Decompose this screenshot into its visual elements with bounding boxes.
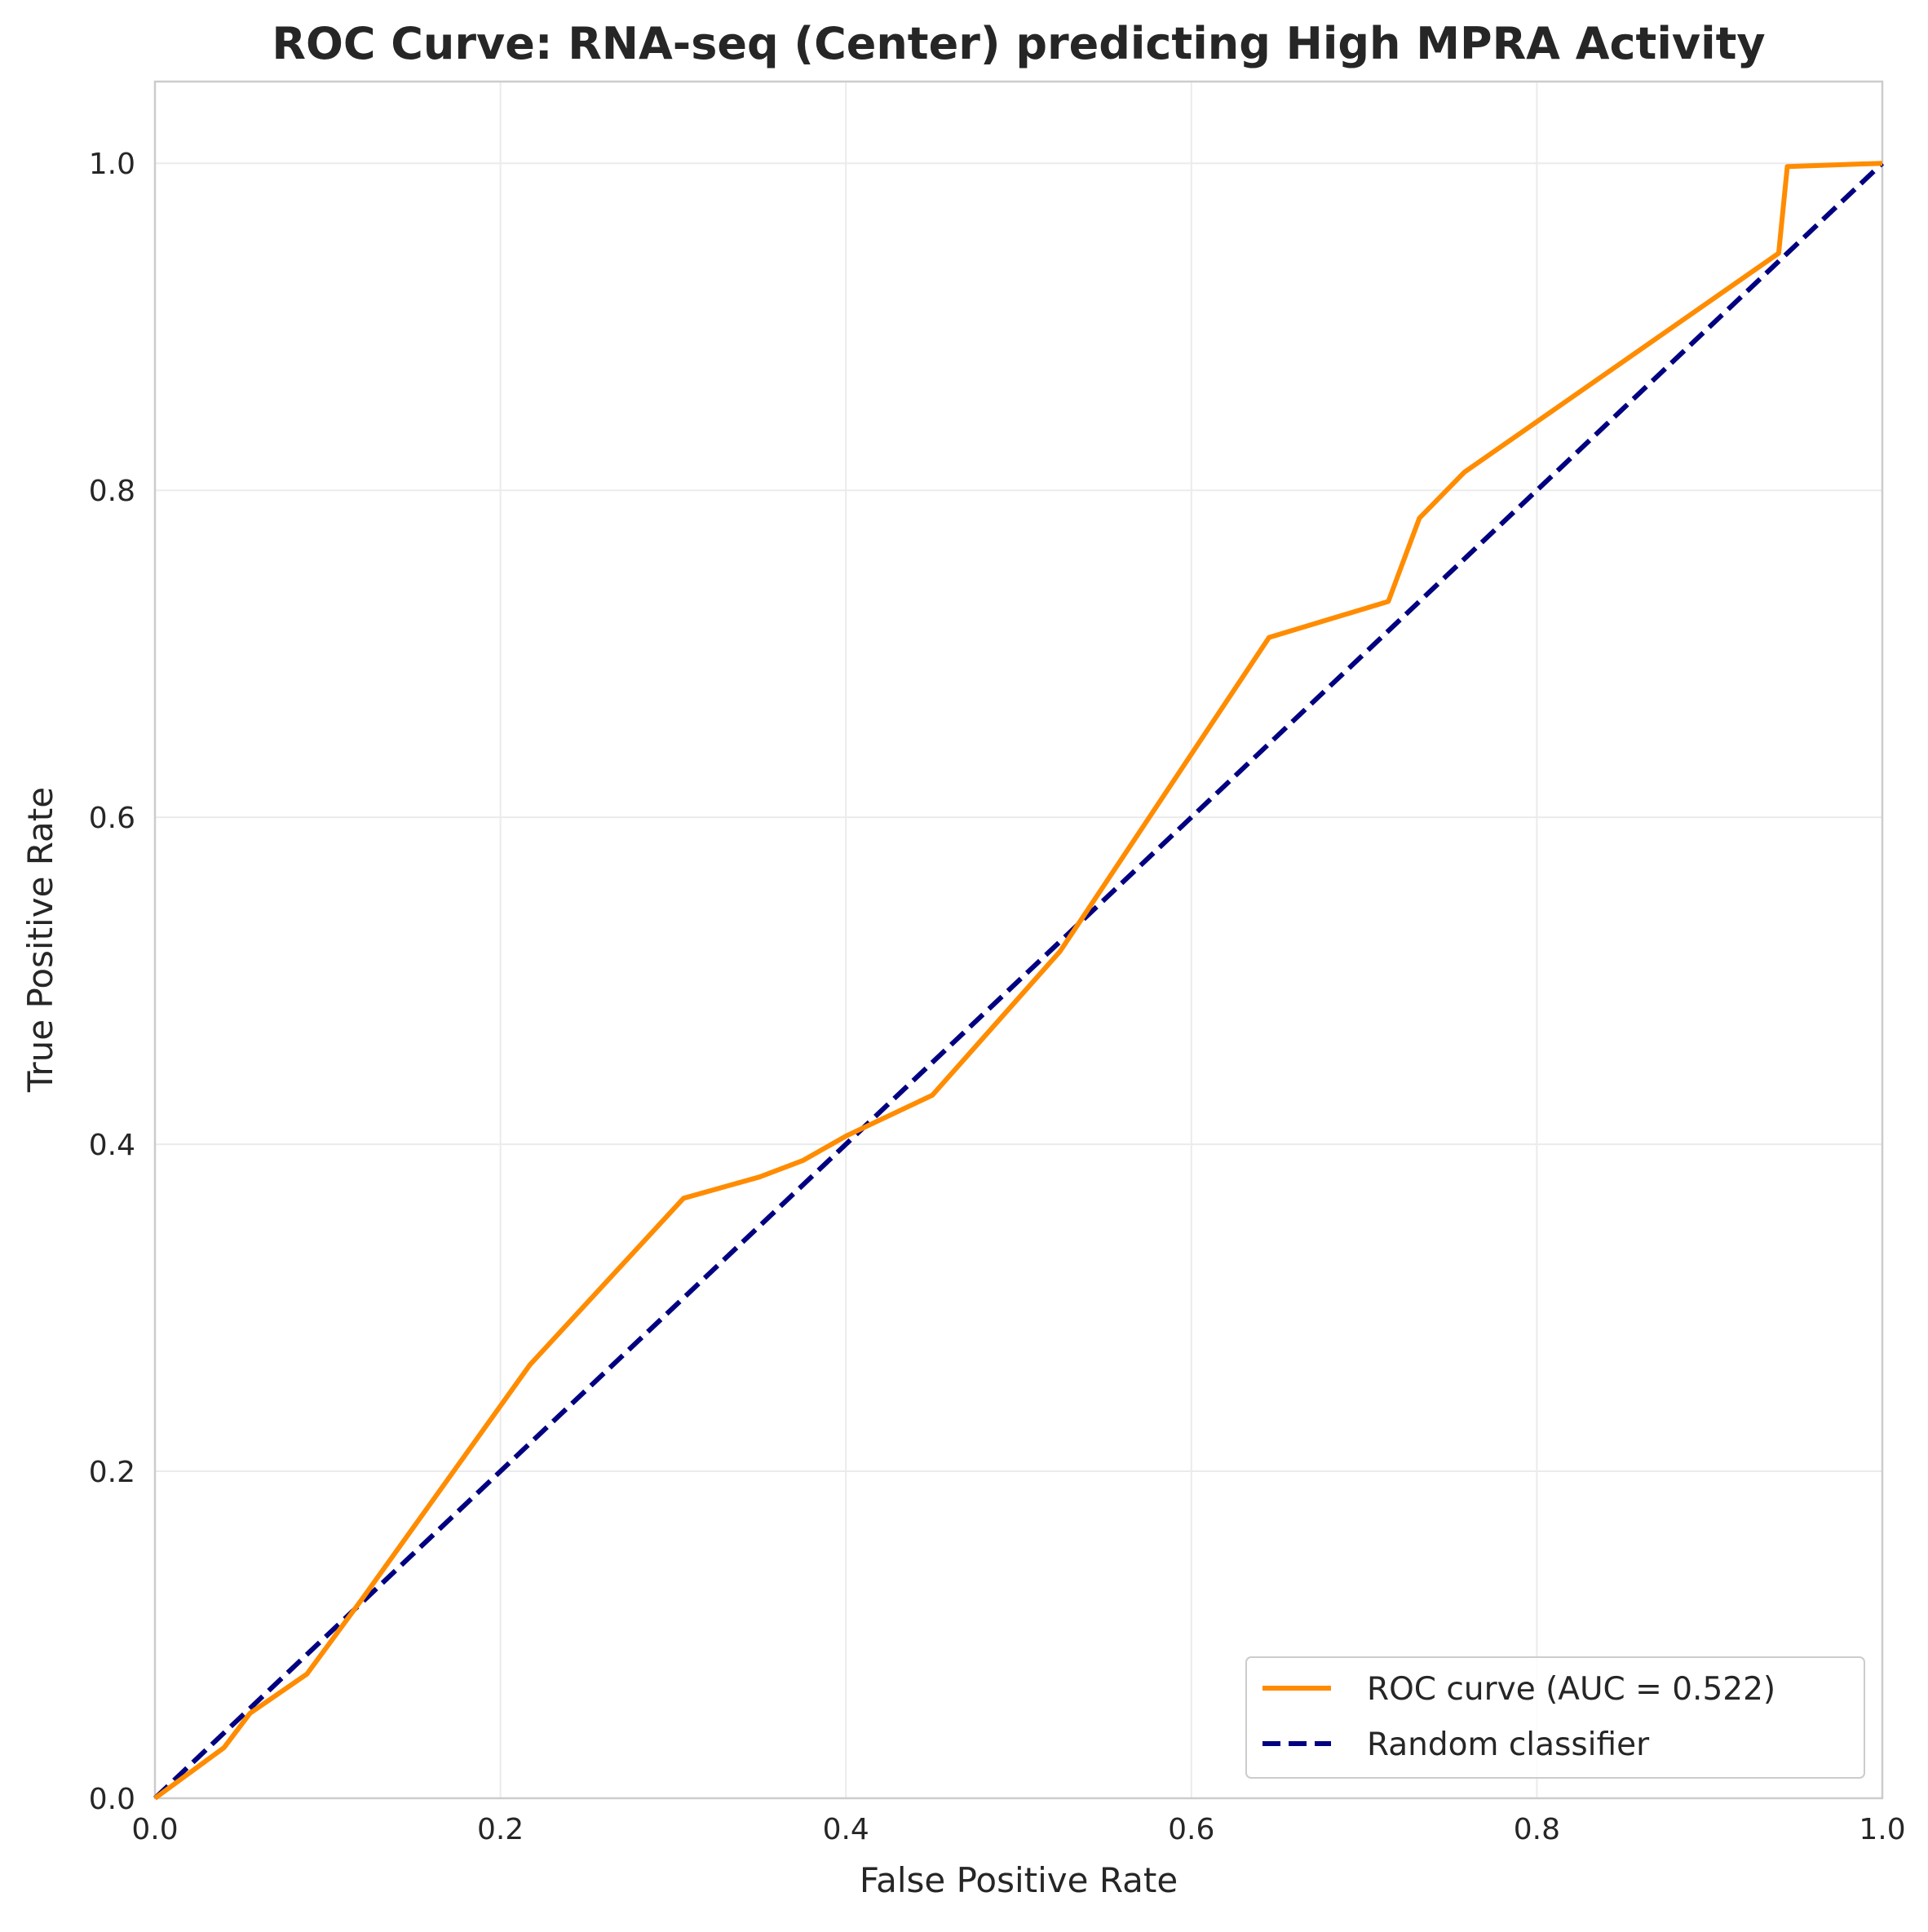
y-tick-label: 0.4: [89, 1129, 135, 1162]
legend-box: [1245, 1656, 1865, 1779]
x-tick-label: 0.0: [131, 1813, 178, 1846]
x-axis-label: False Positive Rate: [860, 1860, 1178, 1900]
x-tick-label: 0.2: [477, 1813, 524, 1846]
x-tick-label: 0.6: [1168, 1813, 1214, 1846]
x-tick-label: 1.0: [1859, 1813, 1905, 1846]
plot-frame: [153, 80, 1884, 1800]
y-axis-label: True Positive Rate: [20, 787, 60, 1093]
chart-title: ROC Curve: RNA-seq (Center) predicting H…: [272, 18, 1765, 69]
x-tick-label: 0.4: [823, 1813, 869, 1846]
y-tick-label: 0.0: [89, 1783, 135, 1816]
legend-label-random: Random classifier: [1367, 1726, 1650, 1763]
legend: ROC curve (AUC = 0.522) Random classifie…: [1245, 1656, 1865, 1779]
y-tick-label: 0.6: [89, 802, 135, 835]
y-tick-label: 0.8: [89, 475, 135, 508]
y-tick-label: 0.2: [89, 1456, 135, 1489]
y-tick-label: 1.0: [89, 148, 135, 181]
legend-label-roc: ROC curve (AUC = 0.522): [1367, 1671, 1775, 1708]
x-tick-label: 0.8: [1514, 1813, 1560, 1846]
random-classifier-line: [153, 161, 1885, 1801]
roc-curve-line: [153, 161, 1883, 1801]
tick-labels: 0.0 0.2 0.4 0.6 0.8 1.0 0.0 0.2 0.4 0.6 0.8 1.0: [89, 148, 1906, 1846]
series-layer: [153, 161, 1885, 1801]
